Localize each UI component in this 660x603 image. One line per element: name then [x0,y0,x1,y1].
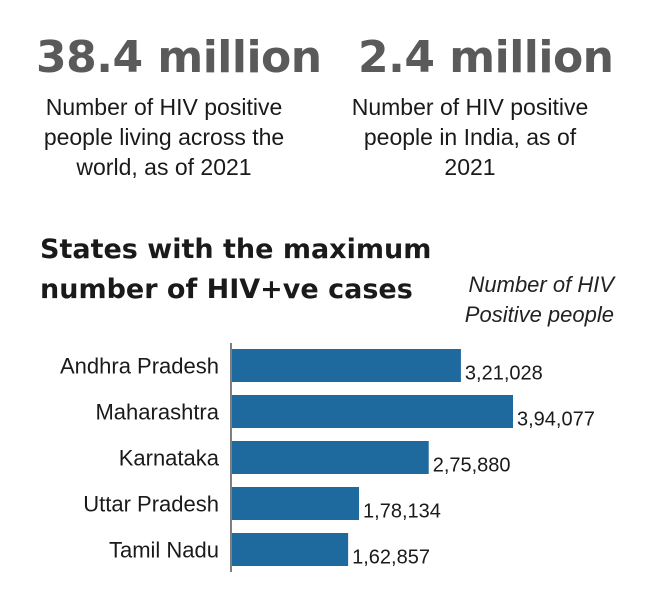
category-label: Uttar Pradesh [83,492,219,517]
value-label: 3,94,077 [517,409,595,431]
value-axis-label: Number of HIV Positive people [464,272,614,327]
bar [232,533,349,566]
bar [232,441,429,474]
chart-title: States with the maximum number of HIV+ve… [40,234,432,305]
category-label: Maharashtra [95,400,219,425]
bar [232,395,513,428]
category-label: Tamil Nadu [109,538,219,563]
bar [232,487,360,520]
value-label: 1,78,134 [363,501,441,523]
value-label: 3,21,028 [465,363,543,385]
world-hiv-stat-value: 38.4 million [36,32,322,83]
bar [232,349,461,382]
india-hiv-stat-value: 2.4 million [358,32,614,83]
value-label: 2,75,880 [433,455,511,477]
world-hiv-stat-description: Number of HIV positive people living acr… [43,94,285,180]
category-label: Andhra Pradesh [60,354,219,379]
value-label: 1,62,857 [352,547,430,569]
category-label: Karnataka [119,446,220,471]
india-hiv-stat-description: Number of HIV positive people in India, … [351,94,589,180]
